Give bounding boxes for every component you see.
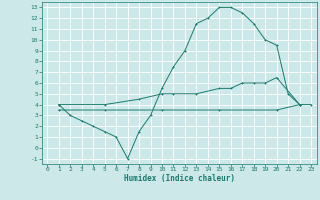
X-axis label: Humidex (Indice chaleur): Humidex (Indice chaleur): [124, 174, 235, 183]
